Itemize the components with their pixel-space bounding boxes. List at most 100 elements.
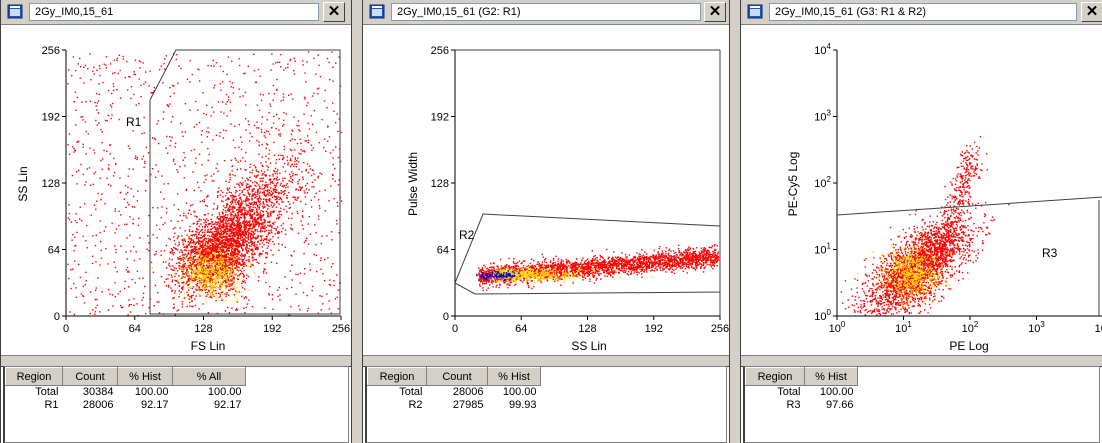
x-tick-label: 0 (63, 323, 69, 335)
x-tick-label: 103 (1028, 320, 1045, 335)
col-header[interactable]: % Hist (117, 367, 173, 386)
cell: R1 (44, 399, 59, 411)
x-tick-label: 64 (129, 323, 141, 335)
y-axis-label: SS Lin (16, 166, 30, 201)
stats-table-panel: Region Count % Hist Total 28006 100.00 R… (365, 366, 727, 443)
close-button[interactable]: ✕ (1081, 2, 1102, 22)
col-header[interactable]: Count (426, 367, 488, 386)
cell: 100.00 (134, 386, 169, 398)
y-tick-label: 192 (42, 112, 60, 124)
stats-table: Region Count % Hist % All Total 30384 10… (5, 367, 246, 412)
table-row: R2 27985 99.93 (368, 399, 541, 412)
cell: 92.17 (213, 399, 242, 411)
x-tick-label: 102 (962, 320, 979, 335)
close-button[interactable]: ✕ (704, 2, 726, 22)
col-header[interactable]: % All (172, 367, 246, 386)
x-axis-label: SS Lin (571, 339, 606, 353)
col-header[interactable]: Region (5, 367, 63, 386)
stats-table-panel: Region Count % Hist % All Total 30384 10… (3, 366, 349, 443)
y-tick-label: 128 (42, 178, 60, 190)
y-tick-exponent: 4 (827, 42, 832, 51)
region-label-r3: R3 (1042, 246, 1058, 260)
window-titlebar: 2Gy_IM0,15_61 (G3: R1 & R2) ✕ (741, 0, 1102, 25)
x-axis-label: FS Lin (191, 339, 226, 353)
x-tick-label: 128 (578, 323, 596, 335)
cell: Total (399, 386, 423, 398)
x-tick-label: 101 (895, 320, 912, 335)
y-tick-label: 0 (54, 311, 60, 323)
y-tick-exponent: 1 (827, 242, 832, 251)
dot-layer (840, 135, 1010, 317)
cell: R2 (408, 399, 423, 411)
y-tick-label: 100 (814, 308, 831, 323)
x-tick-label: 104 (1095, 320, 1102, 335)
region-label-r2: R2 (459, 228, 475, 242)
window-titlebar: 2Gy_IM0,15_61 (G2: R1) ✕ (363, 0, 729, 25)
window-titlebar: 2Gy_IM0,15_61 ✕ (1, 0, 351, 25)
x-tick-label: 256 (332, 323, 350, 335)
cell: 92.17 (140, 399, 169, 411)
histogram-window-3: 2Gy_IM0,15_61 (G3: R1 & R2) ✕ 100 101 102 1… (740, 0, 1102, 443)
window-title: 2Gy_IM0,15_61 (G3: R1 & R2) (769, 3, 1077, 21)
x-tick-exponent: 2 (974, 320, 979, 329)
x-tick-label: 64 (515, 323, 527, 335)
col-header[interactable]: % Hist (487, 367, 541, 386)
window-title: 2Gy_IM0,15_61 (G2: R1) (391, 3, 701, 21)
y-axis-label: Pulse Width (406, 152, 420, 216)
scatter-plot-pe-pecy5[interactable]: 100101102103104100101102103104 R3 PE Log… (741, 24, 1102, 354)
close-button[interactable]: ✕ (323, 2, 345, 22)
x-tick-label: 192 (645, 323, 663, 335)
y-tick-label: 64 (48, 245, 60, 257)
y-tick-label: 64 (437, 245, 449, 257)
col-header[interactable]: Region (745, 367, 805, 386)
cell: 100.00 (819, 386, 854, 398)
y-tick-label: 103 (814, 109, 831, 124)
x-tick-exponent: 1 (907, 320, 912, 329)
gate-r3[interactable] (836, 196, 1102, 216)
cell: 100.00 (502, 386, 537, 398)
dot-layer (475, 243, 720, 292)
y-tick-label: 104 (814, 42, 831, 57)
gate-r1[interactable] (149, 49, 341, 315)
y-tick-label: 256 (42, 45, 60, 57)
y-tick-exponent: 0 (827, 308, 832, 317)
cell: 28006 (452, 386, 484, 398)
y-tick-label: 102 (814, 175, 831, 190)
cell: Total (35, 386, 59, 398)
stats-table-panel: Region % Hist Total 100.00 R3 97.66 (743, 366, 1100, 443)
table-row: R3 97.66 (746, 399, 858, 412)
window-icon (369, 4, 385, 19)
cell: 99.93 (508, 399, 537, 411)
stats-table: Region Count % Hist Total 28006 100.00 R… (367, 367, 541, 412)
window-title: 2Gy_IM0,15_61 (29, 3, 319, 21)
cell: 100.00 (207, 386, 242, 398)
table-row: R1 28006 92.17 92.17 (6, 399, 246, 412)
table-row: Total 30384 100.00 100.00 (6, 386, 246, 400)
window-icon (7, 4, 23, 19)
table-row: Total 100.00 (746, 386, 858, 400)
gate-r2[interactable] (454, 213, 721, 295)
scatter-plot-ss-pulsewidth[interactable]: 0 64 128 192 256 0 64 128 192 256 R2 SS Lin Pulse… (363, 24, 729, 354)
col-header[interactable]: Region (367, 367, 427, 386)
window-icon (747, 4, 763, 19)
x-tick-label: 128 (194, 323, 212, 335)
x-tick-label: 192 (263, 323, 281, 335)
y-tick-label: 128 (431, 178, 449, 190)
cell: 30384 (82, 386, 114, 398)
histogram-window-1: 2Gy_IM0,15_61 ✕ 0 64 128 192 256 0 64 128 192 256… (0, 0, 352, 443)
scatter-plot-fs-ss[interactable]: 0 64 128 192 256 0 64 128 192 256 R1 FS Lin SS Li… (1, 24, 351, 354)
table-row: Total 28006 100.00 (368, 386, 541, 400)
cell: 28006 (82, 399, 114, 411)
cell: Total (777, 386, 801, 398)
x-tick-label: 0 (452, 323, 458, 335)
x-tick-exponent: 0 (841, 320, 846, 329)
y-tick-label: 101 (814, 242, 831, 257)
x-tick-label: 100 (829, 320, 846, 335)
y-tick-exponent: 2 (827, 175, 832, 184)
region-label-r1: R1 (126, 115, 142, 129)
y-tick-exponent: 3 (827, 109, 832, 118)
col-header[interactable]: Count (62, 367, 118, 386)
stats-table: Region % Hist Total 100.00 R3 97.66 (745, 367, 858, 412)
dot-layer (67, 51, 343, 317)
col-header[interactable]: % Hist (804, 367, 858, 386)
